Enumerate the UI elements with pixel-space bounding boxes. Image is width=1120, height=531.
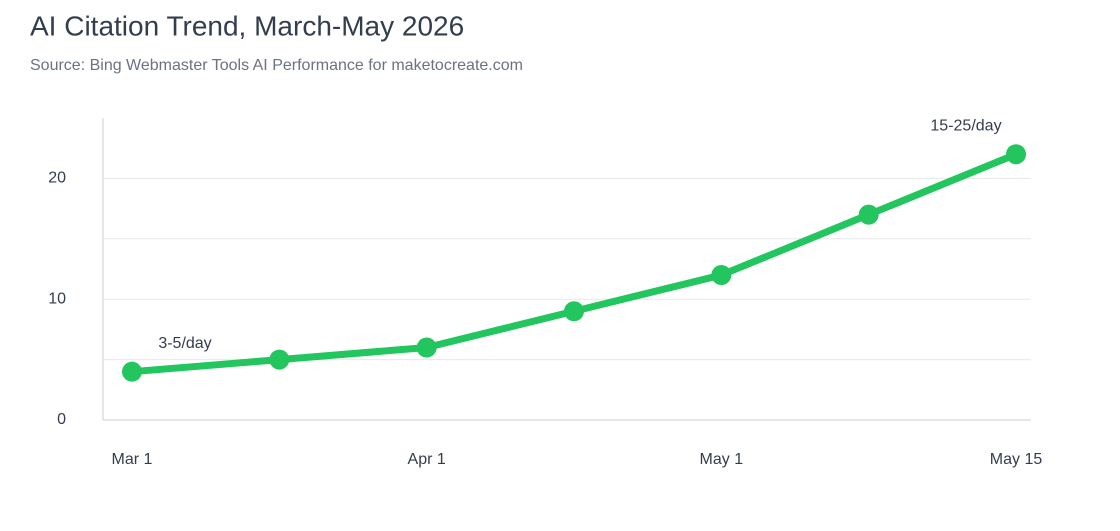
chart-title: AI Citation Trend, March-May 2026 — [30, 10, 464, 41]
y-tick-label: 0 — [57, 411, 66, 428]
data-point — [564, 301, 584, 322]
annotation: 15-25/day — [930, 117, 1001, 134]
annotation: 3-5/day — [158, 335, 211, 352]
data-point — [858, 204, 879, 225]
y-tick-label: 20 — [48, 170, 66, 187]
data-point — [711, 265, 732, 286]
data-point — [416, 337, 437, 358]
data-point — [269, 349, 290, 370]
data-point — [1006, 144, 1026, 165]
x-tick-label: Mar 1 — [112, 451, 153, 468]
x-tick-label: Apr 1 — [408, 451, 446, 468]
chart-subtitle: Source: Bing Webmaster Tools AI Performa… — [30, 57, 523, 74]
data-point — [122, 361, 142, 382]
x-tick-label: May 1 — [700, 451, 744, 468]
y-tick-label: 10 — [48, 290, 66, 307]
line — [128, 150, 1020, 376]
x-tick-label: May 15 — [990, 451, 1043, 468]
